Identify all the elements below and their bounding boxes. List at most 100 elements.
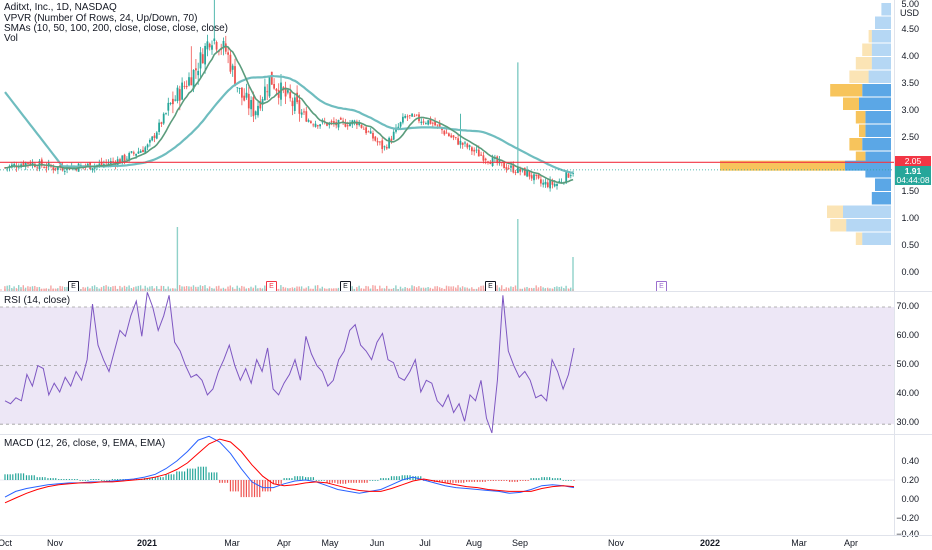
rsi-axis[interactable]: 70.00 60.00 50.00 40.00 30.00 [894,292,932,434]
volume-bar [524,287,526,291]
macd-histogram-bar [36,477,38,480]
candle-body [199,52,202,69]
candle-body [512,164,515,173]
pane-divider[interactable] [0,434,932,435]
volume-bar [195,286,197,291]
time-axis[interactable]: Oct Nov 2021 Mar Apr May Jun Jul Aug Sep… [0,536,894,550]
candle-body [190,77,193,86]
price-tick: 3.50 [901,78,919,88]
candle-body [123,154,126,161]
price-axis[interactable]: 5.00 USD 4.50 4.00 3.50 3.00 2.50 1.50 1… [894,0,932,291]
macd-histogram-bar [176,471,178,480]
macd-axis[interactable]: 0.40 0.20 0.00 −0.20 −0.40 [894,435,932,539]
vp-down-bar [855,232,863,245]
volume-bar [146,287,149,291]
volume-bar [328,288,330,291]
volume-bar [222,287,225,291]
price-chart[interactable] [0,0,894,291]
sma-slow-line [4,74,574,174]
symbol-legend[interactable]: Aditxt, Inc., 1D, NASDAQ [4,2,117,13]
macd-chart[interactable] [0,435,894,535]
macd-histogram-bar [382,478,384,480]
macd-histogram-bar [41,477,44,480]
vp-up-bar [862,232,891,245]
volume-bar [112,286,114,291]
volume-bar [386,285,388,291]
candle-body [273,84,275,89]
volume-bar [521,288,524,291]
candle-body [162,113,165,124]
macd-histogram-bar [280,480,282,484]
macd-histogram-bar [267,480,269,492]
macd-histogram-bar [524,480,527,481]
rsi-chart[interactable] [0,292,894,434]
candle-body [390,138,393,141]
candle-body [155,132,158,139]
candle-body [54,168,57,170]
price-panel[interactable]: Aditxt, Inc., 1D, NASDAQ VPVR (Number Of… [0,0,894,291]
macd-histogram-bar [154,477,156,480]
macd-histogram-bar [149,478,151,480]
volume-bar [406,287,409,291]
vp-up-bar [868,70,891,83]
vp-down-bar [827,205,843,218]
pane-divider[interactable] [0,291,932,292]
volume-bar [31,286,34,291]
macd-panel[interactable]: MACD (12, 26, close, 9, EMA, EMA) [0,435,894,535]
macd-histogram-bar [334,480,336,483]
macd-histogram-bar [299,476,301,480]
candle-body [43,167,45,168]
volume-bar [84,287,87,291]
volume-bar [236,285,238,291]
vpvr-legend[interactable]: VPVR (Number Of Rows, 24, Up/Down, 70) [4,13,198,24]
macd-histogram-bar [387,478,390,480]
volume-bar [330,288,333,291]
volume-bar [542,287,544,291]
rsi-panel[interactable]: RSI (14, close) [0,292,894,434]
candle-body [17,167,20,169]
volume-bar [167,286,169,291]
candle-body [427,120,430,125]
candle-body [178,89,181,101]
volume-bar [259,287,261,291]
vp-up-bar [846,219,891,232]
macd-histogram-bar [366,480,368,483]
volume-legend[interactable]: Vol [4,33,18,44]
rsi-legend[interactable]: RSI (14, close) [4,295,71,306]
candle-body [546,182,549,188]
macd-histogram-bar [533,478,535,480]
macd-histogram-bar [479,480,481,482]
volume-bar [105,285,107,291]
volume-bar [211,287,213,291]
candle-body [399,122,402,127]
candle-body [98,163,101,165]
macd-histogram-bar [31,475,33,480]
macd-histogram-bar [237,480,239,492]
macd-histogram-bar [369,480,371,481]
price-tick: 4.50 [901,24,919,34]
candle-body [135,153,137,156]
sma-legend[interactable]: SMAs (10, 50, 100, 200, close, close, cl… [4,23,228,34]
macd-histogram-bar [248,480,250,498]
price-tick: 0.00 [901,267,919,277]
macd-histogram-bar [178,471,180,480]
volume-bar [241,285,243,291]
macd-histogram-bar [39,477,41,480]
candle-body [480,154,482,156]
macd-legend[interactable]: MACD (12, 26, close, 9, EMA, EMA) [4,438,166,449]
volume-bar [123,285,126,291]
macd-histogram-bar [9,474,11,480]
macd-histogram-bar [318,480,320,481]
volume-bar [317,285,319,291]
volume-bar [110,287,112,291]
volume-bar [190,286,192,291]
candle-body [137,151,140,154]
macd-histogram-bar [468,480,470,482]
macd-tick: −0.20 [896,513,919,523]
time-tick: May [321,538,339,548]
volume-bar [321,286,323,291]
candle-body [544,181,547,185]
macd-histogram-bar [444,480,446,483]
candle-body [565,172,568,184]
macd-histogram-bar [312,477,315,480]
